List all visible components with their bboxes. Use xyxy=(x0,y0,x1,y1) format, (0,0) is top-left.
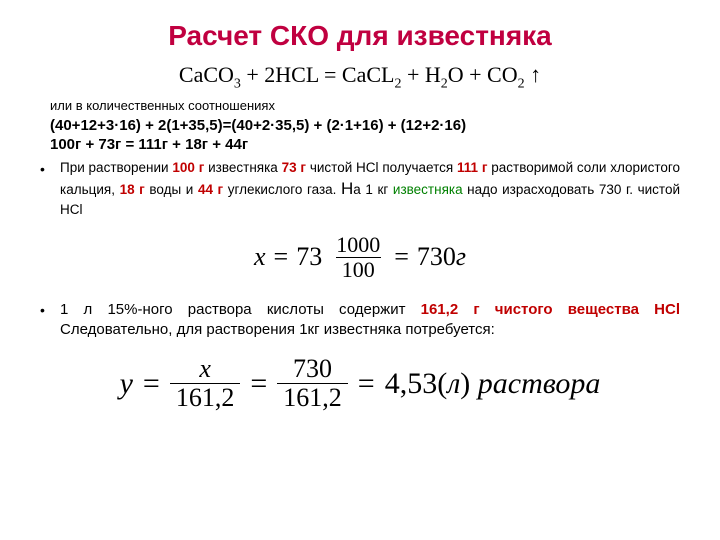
paragraph-1: • При растворении 100 г известняка 73 г … xyxy=(40,159,680,218)
val-161: 161,2 г чистого вещества HCl xyxy=(421,301,680,318)
f2-eq1: = xyxy=(143,367,160,401)
val-111g: 111 г xyxy=(457,160,487,175)
f2-frac2: 730 161,2 xyxy=(277,355,348,413)
formula-1: x = 73 1000 100 = 730г xyxy=(40,233,680,282)
f1-eq1: = xyxy=(274,242,289,272)
page-title: Расчет СКО для известняка xyxy=(40,20,680,52)
val-44g: 44 г xyxy=(198,182,223,197)
f2-numx: x xyxy=(193,355,217,384)
f2-num2: 730 xyxy=(287,355,338,384)
f1-res: 730г xyxy=(417,242,466,272)
paragraph-2: • 1 л 15%-ного раствора кислоты содержит… xyxy=(40,300,680,341)
f1-num: 1000 xyxy=(330,233,386,257)
val-73g: 73 г xyxy=(282,160,306,175)
eq-part2: + 2HCL = CaCL xyxy=(241,62,395,87)
subtitle: или в количественных соотношениях xyxy=(50,98,680,113)
calc-line-1: (40+12+3·16) + 2(1+35,5)=(40+2·35,5) + (… xyxy=(50,117,680,134)
f2-y: y xyxy=(120,367,133,401)
f2-den2: 161,2 xyxy=(277,383,348,413)
bullet-icon-2: • xyxy=(40,300,60,341)
eq-part3: + H xyxy=(401,62,440,87)
f1-eq2: = xyxy=(394,242,409,272)
f2-den1: 161,2 xyxy=(170,383,241,413)
val-18g: 18 г xyxy=(120,182,145,197)
f2-eq2: = xyxy=(250,367,267,401)
f1-73: 73 xyxy=(296,242,322,272)
eq-part4: O + CO xyxy=(448,62,518,87)
f1-den: 100 xyxy=(336,257,381,282)
big-N: Н xyxy=(341,179,353,198)
paragraph-1-text: При растворении 100 г известняка 73 г чи… xyxy=(60,159,680,218)
formula-2: y = x 161,2 = 730 161,2 = 4,53(л) раство… xyxy=(40,355,680,413)
eq-sub2c: 2 xyxy=(518,76,525,91)
f2-eq3: = xyxy=(358,367,375,401)
eq-sub3: 3 xyxy=(234,76,241,91)
f2-res: 4,53(л) раствора xyxy=(385,367,601,401)
val-100g: 100 г xyxy=(172,160,204,175)
f1-frac: 1000 100 xyxy=(330,233,386,282)
paragraph-2-text: 1 л 15%-ного раствора кислоты содержит 1… xyxy=(60,300,680,341)
bullet-icon: • xyxy=(40,159,60,218)
chemical-equation: CaCO3 + 2HCL = CaCL2 + H2O + CO2 ↑ xyxy=(40,62,680,92)
calc-line-2: 100г + 73г = 111г + 18г + 44г xyxy=(50,136,680,153)
eq-arrow: ↑ xyxy=(525,62,542,87)
izvestnyaka: известняка xyxy=(393,182,463,197)
f1-x: x xyxy=(254,242,266,272)
eq-caco3: CaCO xyxy=(179,62,234,87)
f2-frac1: x 161,2 xyxy=(170,355,241,413)
eq-sub2b: 2 xyxy=(441,76,448,91)
